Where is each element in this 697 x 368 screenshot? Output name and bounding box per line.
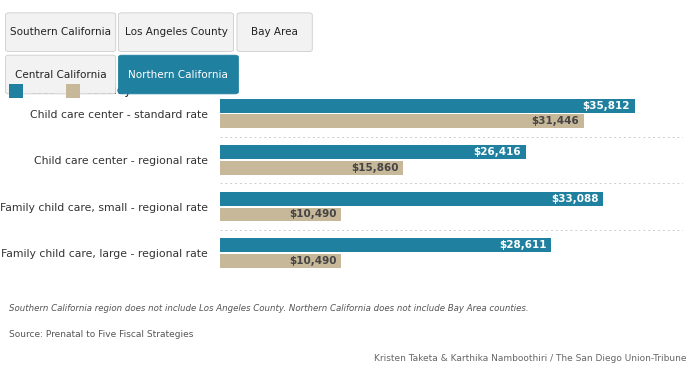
Text: $10,490: $10,490: [289, 256, 337, 266]
Text: $26,416: $26,416: [473, 147, 521, 157]
Bar: [220, 238, 551, 252]
Bar: [220, 192, 603, 206]
Bar: [220, 114, 584, 128]
Bar: [220, 208, 341, 222]
Text: Source: Prenatal to Five Fiscal Strategies: Source: Prenatal to Five Fiscal Strategi…: [9, 330, 194, 339]
Bar: [220, 254, 341, 268]
Bar: [220, 145, 526, 159]
Text: Central California: Central California: [15, 70, 107, 79]
Text: $33,088: $33,088: [551, 194, 598, 204]
Bar: [220, 161, 404, 175]
Text: $10,490: $10,490: [289, 209, 337, 219]
Text: Southern California region does not include Los Angeles County. Northern Califor: Southern California region does not incl…: [9, 304, 529, 313]
Text: Northern California: Northern California: [128, 70, 229, 79]
Text: $35,812: $35,812: [583, 100, 630, 111]
Text: $31,446: $31,446: [532, 116, 579, 127]
Text: $15,860: $15,860: [351, 163, 399, 173]
Text: Subsidy: Subsidy: [86, 84, 132, 97]
Text: Kristen Taketa & Karthika Namboothiri / The San Diego Union-Tribune: Kristen Taketa & Karthika Namboothiri / …: [374, 354, 687, 362]
Text: Bay Area: Bay Area: [251, 27, 298, 37]
Text: Southern California: Southern California: [10, 27, 111, 37]
Text: $28,611: $28,611: [499, 240, 546, 250]
Bar: [220, 99, 634, 113]
Text: Cost: Cost: [29, 84, 55, 97]
Text: Los Angeles County: Los Angeles County: [125, 27, 227, 37]
